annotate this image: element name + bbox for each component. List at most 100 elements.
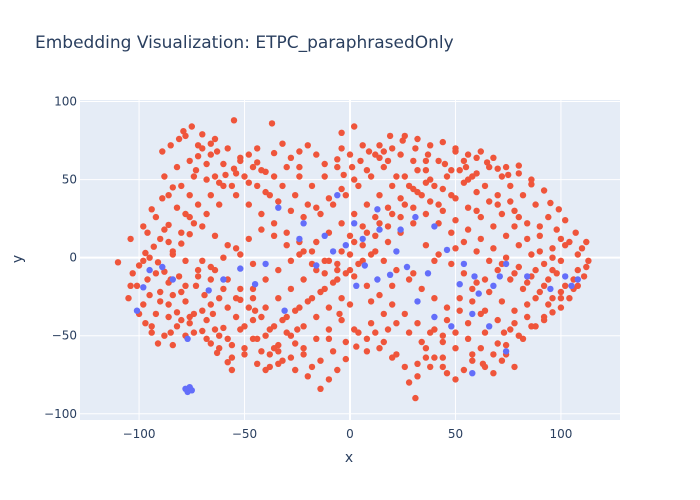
data-point xyxy=(494,316,501,324)
data-point xyxy=(207,276,214,283)
data-point xyxy=(300,276,307,283)
data-point xyxy=(384,223,392,230)
data-point xyxy=(359,235,366,243)
data-point xyxy=(511,270,518,277)
data-point xyxy=(481,276,489,283)
data-point xyxy=(346,301,354,308)
data-point xyxy=(351,210,358,218)
data-point xyxy=(528,181,535,188)
data-point xyxy=(224,145,231,152)
data-point xyxy=(142,249,149,257)
data-point xyxy=(401,310,408,318)
data-point xyxy=(477,345,484,352)
data-point xyxy=(203,160,210,168)
data-point xyxy=(359,242,366,249)
data-point xyxy=(380,163,387,171)
data-point xyxy=(507,182,514,190)
data-point xyxy=(511,307,518,314)
data-point xyxy=(157,298,164,305)
data-point xyxy=(268,120,276,127)
data-point xyxy=(342,338,349,346)
data-point xyxy=(422,179,430,186)
data-point xyxy=(498,298,506,305)
data-point xyxy=(186,192,193,199)
data-point xyxy=(384,157,392,165)
data-point xyxy=(258,210,265,218)
data-point xyxy=(173,309,181,316)
data-point xyxy=(361,262,368,269)
data-point xyxy=(351,123,358,130)
data-point xyxy=(169,248,176,255)
data-point xyxy=(140,257,147,264)
data-point xyxy=(490,154,497,161)
data-point xyxy=(557,288,565,296)
x-tick-label: −100 xyxy=(123,427,156,441)
data-point xyxy=(287,154,295,161)
data-point xyxy=(338,316,345,324)
data-point xyxy=(184,335,191,342)
data-point xyxy=(502,163,510,171)
data-point xyxy=(439,185,446,193)
data-point xyxy=(405,276,413,283)
data-point xyxy=(384,326,392,333)
data-point xyxy=(469,285,476,293)
data-point xyxy=(207,340,214,347)
data-point xyxy=(464,226,472,233)
data-point xyxy=(435,157,442,165)
data-point xyxy=(292,366,299,374)
data-point xyxy=(157,288,164,296)
data-point xyxy=(553,226,560,233)
data-point xyxy=(386,132,394,140)
data-point xyxy=(213,148,221,155)
data-point xyxy=(207,192,214,199)
data-point xyxy=(190,173,198,180)
data-point xyxy=(334,163,341,171)
data-point xyxy=(182,298,189,305)
data-point xyxy=(505,171,512,179)
data-point xyxy=(412,145,419,152)
data-point xyxy=(329,201,337,208)
data-point xyxy=(443,246,451,254)
data-point xyxy=(173,323,181,330)
data-point xyxy=(329,348,337,355)
data-point xyxy=(283,242,290,249)
x-tick-label: 50 xyxy=(448,427,463,441)
data-point xyxy=(317,288,324,296)
data-point xyxy=(182,132,189,140)
data-point xyxy=(580,273,588,280)
data-point xyxy=(545,301,552,308)
data-point xyxy=(380,310,387,318)
data-point xyxy=(414,167,421,174)
data-point xyxy=(490,245,497,252)
data-point xyxy=(154,340,162,347)
data-point xyxy=(186,213,193,221)
data-point xyxy=(228,366,236,374)
data-point xyxy=(464,335,472,342)
data-point xyxy=(275,198,282,205)
data-point xyxy=(448,260,455,268)
data-point xyxy=(165,301,172,308)
data-point xyxy=(498,357,506,364)
data-point xyxy=(146,266,153,274)
data-point xyxy=(353,282,360,289)
data-point xyxy=(380,148,387,155)
data-point xyxy=(232,295,240,302)
data-point xyxy=(165,192,172,199)
data-point xyxy=(376,345,383,352)
data-point xyxy=(496,273,503,280)
data-point xyxy=(329,248,337,255)
data-point xyxy=(376,154,383,161)
data-point xyxy=(507,276,514,283)
data-point xyxy=(473,154,480,161)
data-point xyxy=(367,298,375,305)
data-point xyxy=(203,316,210,324)
data-point xyxy=(220,324,227,332)
data-point xyxy=(338,295,345,302)
data-point xyxy=(338,248,345,255)
data-point xyxy=(528,251,535,258)
data-point xyxy=(334,260,341,268)
data-point xyxy=(152,213,160,221)
data-point xyxy=(540,313,548,321)
data-point xyxy=(351,220,358,227)
data-point xyxy=(490,223,497,230)
